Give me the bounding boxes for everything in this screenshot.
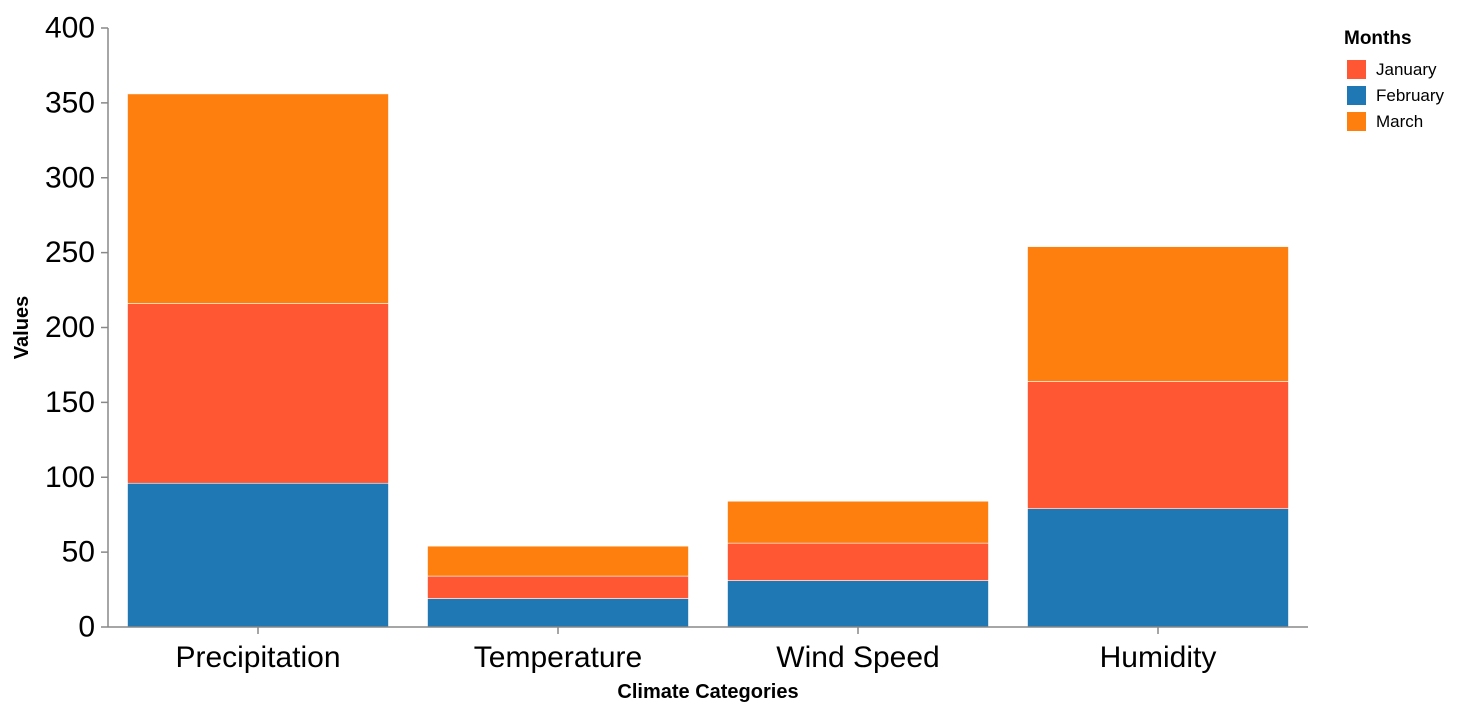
- y-axis: 0 50 100 150 200 250 300 350 400: [45, 12, 109, 644]
- x-axis-title: Climate Categories: [617, 681, 798, 703]
- legend-label-january: January: [1376, 60, 1437, 79]
- bar-humidity-march: [1027, 246, 1289, 382]
- x-axis: Precipitation Temperature Wind Speed Humidi…: [108, 626, 1308, 674]
- legend-swatch-january: [1347, 60, 1366, 79]
- x-tick-label: Temperature: [474, 641, 642, 674]
- y-tick-label: 400: [45, 12, 95, 45]
- bar-wind-speed-january: [727, 542, 989, 581]
- bars-layer: [127, 93, 1289, 628]
- bar-precipitation-march: [127, 93, 389, 304]
- bar-temperature-january: [427, 575, 689, 599]
- legend-label-february: February: [1376, 86, 1445, 105]
- bar-temperature-march: [427, 545, 689, 577]
- y-tick-label: 350: [45, 86, 95, 119]
- bar-humidity-january: [1027, 381, 1289, 510]
- y-tick-label: 200: [45, 311, 95, 344]
- y-tick-label: 100: [45, 461, 95, 494]
- x-tick-label: Humidity: [1100, 641, 1217, 674]
- bar-temperature-february: [427, 598, 689, 628]
- legend-swatch-february: [1347, 86, 1366, 105]
- y-tick-label: 50: [62, 536, 95, 569]
- y-tick-label: 0: [78, 611, 95, 644]
- y-tick-label: 300: [45, 161, 95, 194]
- y-axis-title: Values: [11, 296, 33, 359]
- bar-humidity-february: [1027, 508, 1289, 628]
- bar-precipitation-february: [127, 482, 389, 628]
- y-tick-label: 250: [45, 236, 95, 269]
- bar-precipitation-january: [127, 303, 389, 484]
- x-tick-label: Precipitation: [175, 641, 340, 674]
- legend-swatch-march: [1347, 112, 1366, 131]
- legend-title: Months: [1344, 28, 1412, 49]
- legend-label-march: March: [1376, 112, 1423, 131]
- legend: Months January February March: [1344, 28, 1445, 131]
- x-tick-label: Wind Speed: [776, 641, 939, 674]
- bar-wind-speed-march: [727, 500, 989, 544]
- bar-wind-speed-february: [727, 580, 989, 628]
- y-tick-label: 150: [45, 386, 95, 419]
